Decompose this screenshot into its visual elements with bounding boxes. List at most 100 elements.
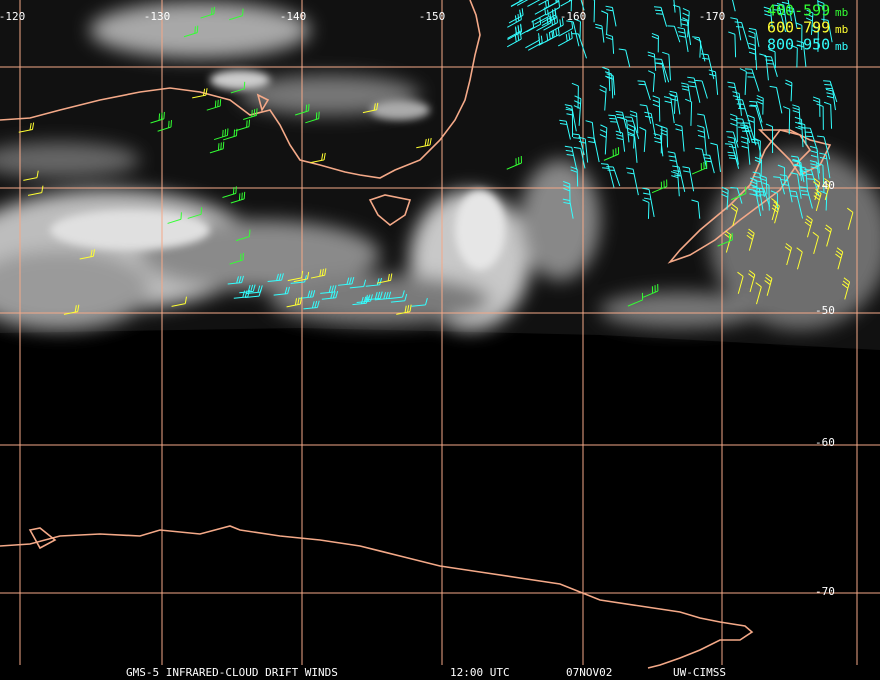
- wind-barb: [541, 7, 557, 23]
- wind-barb: [587, 136, 600, 163]
- axis-labels: -120 -130 -140 -150 -160 -170 -40 -50 -60 -70: [0, 10, 835, 598]
- wind-barb: [298, 290, 316, 299]
- legend-label: 800-950: [767, 36, 830, 54]
- wind-barb: [171, 296, 187, 307]
- wind-barb: [748, 105, 764, 130]
- wind-barb: [819, 152, 831, 179]
- wind-barb: [563, 180, 571, 204]
- wind-barb: [544, 0, 560, 10]
- wind-barb: [793, 160, 805, 181]
- wind-barb: [167, 212, 182, 224]
- wind-barb: [192, 88, 208, 99]
- wind-barb: [642, 187, 655, 218]
- wind-barb: [570, 166, 579, 187]
- wind-barb: [823, 101, 833, 129]
- wind-barb: [637, 80, 651, 101]
- wind-barb: [388, 290, 405, 300]
- legend-label: 400-599: [767, 2, 830, 20]
- wind-barb: [396, 304, 412, 315]
- wind-barb: [187, 207, 203, 219]
- wind-barb: [792, 104, 801, 123]
- wind-barb: [321, 290, 339, 300]
- wind-barb: [796, 247, 803, 270]
- wind-barb: [804, 215, 813, 238]
- wind-barb: [755, 282, 762, 305]
- wind-barb: [730, 113, 738, 143]
- latitude-label: -40: [815, 179, 835, 192]
- wind-barb: [783, 106, 791, 135]
- wind-barb: [796, 40, 807, 67]
- wind-barb: [366, 291, 383, 301]
- wind-barb: [295, 103, 310, 116]
- wind-barb: [229, 252, 244, 265]
- wind-barb: [750, 177, 758, 199]
- wind-barb: [812, 178, 821, 201]
- wind-barb: [653, 133, 664, 157]
- wind-barb: [227, 275, 244, 285]
- wind-barb: [724, 143, 738, 162]
- footer: GMS-5 INFRARED-CLOUD DRIFT WINDS 12:00 U…: [126, 666, 726, 679]
- wind-barb: [835, 247, 844, 270]
- footer-date: 07NOV02: [566, 666, 612, 679]
- legend-unit: mb: [835, 40, 848, 53]
- wind-barb: [740, 124, 753, 143]
- wind-barb: [510, 0, 524, 7]
- wind-barb: [652, 95, 661, 122]
- wind-barb: [627, 292, 644, 307]
- wind-barb: [527, 0, 541, 7]
- wind-barb: [516, 0, 529, 6]
- wind-barb: [605, 5, 617, 27]
- longitude-label: -170: [699, 10, 726, 23]
- wind-barb: [672, 165, 686, 193]
- wind-barb: [726, 131, 739, 148]
- wind-barb: [748, 270, 756, 293]
- wind-barb: [691, 199, 701, 219]
- wind-barb: [816, 103, 824, 130]
- wind-barb: [222, 186, 237, 198]
- wind-barb: [728, 31, 737, 58]
- wind-barb: [677, 26, 689, 53]
- wind-barb: [235, 119, 251, 132]
- wind-barb: [790, 44, 798, 68]
- grid: [0, 0, 880, 665]
- wind-barb: [290, 275, 307, 284]
- wind-barb: [740, 136, 751, 165]
- wind-barb: [23, 170, 39, 181]
- wind-barb: [570, 0, 573, 12]
- wind-barb: [765, 123, 774, 153]
- wind-barb: [730, 203, 739, 226]
- wind-barb: [356, 294, 373, 304]
- wind-barb: [662, 51, 672, 81]
- wind-barb: [157, 120, 172, 132]
- wind-barb: [573, 95, 582, 126]
- wind-barb: [708, 69, 719, 95]
- wind-barb: [246, 285, 263, 295]
- wind-barb: [695, 79, 708, 99]
- wind-barb: [684, 98, 693, 126]
- wind-barb: [647, 51, 657, 71]
- wind-barb: [79, 249, 96, 260]
- wind-barb: [18, 122, 35, 133]
- wind-barb: [682, 166, 695, 192]
- wind-barb: [794, 116, 804, 148]
- wind-barb: [416, 138, 432, 149]
- wind-barb: [604, 71, 614, 99]
- longitude-label: -130: [144, 10, 171, 23]
- wind-barb: [695, 147, 708, 170]
- wind-barb: [213, 128, 229, 141]
- wind-barb: [669, 90, 681, 115]
- wind-barb: [803, 127, 819, 152]
- wind-barb: [798, 165, 808, 190]
- wind-barb: [230, 81, 246, 94]
- wind-barb: [239, 284, 256, 294]
- wind-barb: [320, 285, 337, 294]
- wind-barb: [600, 163, 615, 188]
- wind-barb: [734, 21, 750, 50]
- wind-barb: [573, 18, 581, 39]
- footer-title: GMS-5 INFRARED-CLOUD DRIFT WINDS: [126, 666, 338, 679]
- wind-barb: [543, 15, 559, 31]
- wind-barb: [506, 155, 522, 170]
- wind-barb: [557, 31, 573, 47]
- wind-barb: [816, 135, 831, 160]
- wind-barb: [267, 273, 284, 282]
